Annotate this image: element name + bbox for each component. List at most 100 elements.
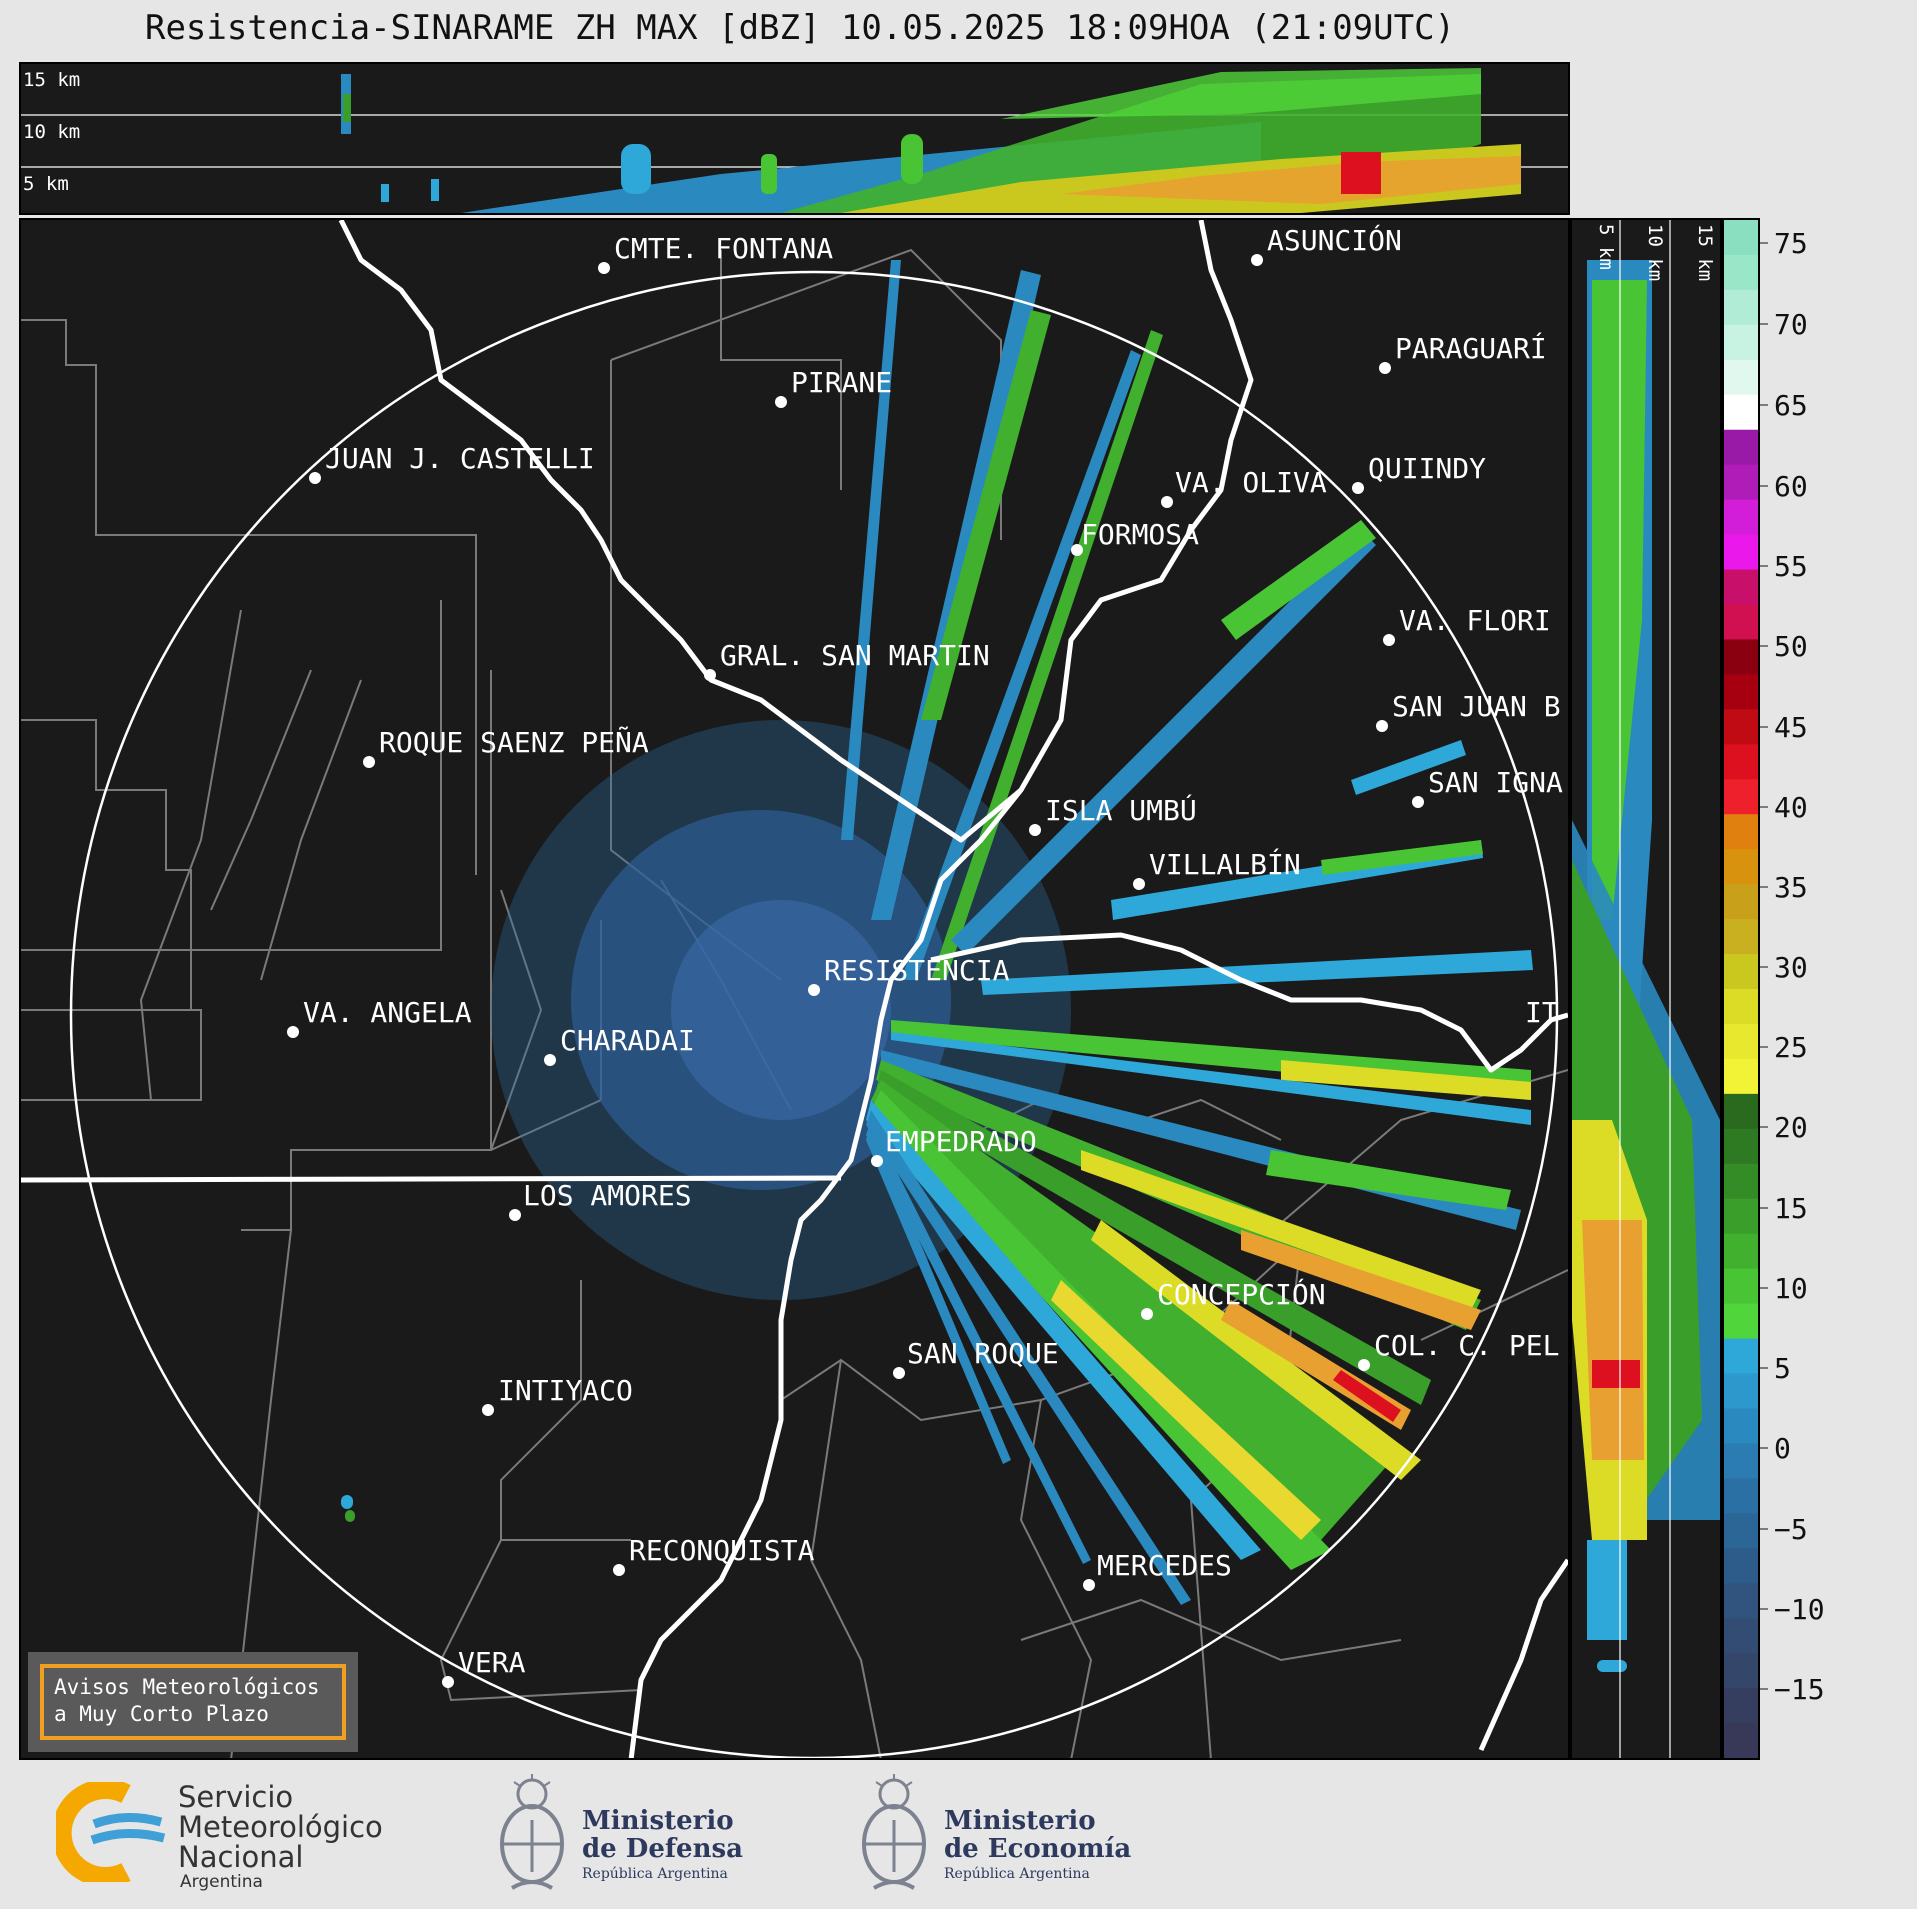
river-borders <box>21 220 1568 1758</box>
colorbar-swatch <box>1724 220 1758 256</box>
city-label: SAN JUAN B <box>1392 690 1561 723</box>
colorbar-swatch <box>1724 1583 1758 1619</box>
colorbar-ticks: 75 70 65 60 55 50 45 40 35 30 25 20 15 1… <box>1760 218 1870 1760</box>
colorbar-tick: 50 <box>1774 630 1808 663</box>
city-label: FORMOSA <box>1081 518 1199 551</box>
colorbar-tick: 10 <box>1774 1272 1808 1305</box>
city-label: ISLA UMBÚ <box>1045 793 1197 827</box>
colorbar-swatch <box>1724 289 1758 326</box>
city-marker <box>1133 878 1145 890</box>
city-label: RESISTENCIA <box>824 954 1010 987</box>
colorbar-tick: 35 <box>1774 871 1808 904</box>
ministerio-defensa-logo[interactable]: Ministerio de Defensa República Argentin… <box>494 1772 754 1902</box>
coat-of-arms-icon <box>500 1774 564 1890</box>
city-label: GRAL. SAN MARTIN <box>720 639 990 672</box>
colorbar-swatch <box>1724 1023 1758 1060</box>
smn-line-1: Servicio <box>178 1780 294 1814</box>
city-label: LOS AMORES <box>523 1179 692 1212</box>
side-echo-bands <box>1572 260 1720 1672</box>
city-label: PARAGUARÍ <box>1395 331 1547 365</box>
city-label: EMPEDRADO <box>885 1125 1037 1158</box>
colorbar-swatch <box>1724 499 1758 536</box>
city-label: CONCEPCIÓN <box>1157 1277 1326 1311</box>
alert-banner-frame: Avisos Meteorológicos a Muy Corto Plazo <box>40 1664 346 1740</box>
city-marker <box>704 669 716 681</box>
city-label: VERA <box>458 1646 526 1679</box>
city-marker <box>442 1676 454 1688</box>
alert-line-1: Avisos Meteorológicos <box>54 1675 320 1699</box>
colorbar-swatch <box>1724 1478 1758 1514</box>
city-marker <box>871 1155 883 1167</box>
side-height-label-10km: 10 km <box>1644 224 1666 281</box>
defensa-line-1: Ministerio <box>582 1806 734 1836</box>
colorbar-swatch <box>1724 744 1758 780</box>
city-marker <box>363 756 375 768</box>
city-marker <box>1352 482 1364 494</box>
city-marker <box>613 1564 625 1576</box>
colorbar-swatch <box>1724 989 1758 1025</box>
coat-of-arms-icon <box>862 1774 926 1890</box>
alert-line-2: a Muy Corto Plazo <box>54 1702 269 1726</box>
colorbar-tick: 65 <box>1774 389 1808 422</box>
colorbar-swatch <box>1724 1408 1758 1444</box>
city-marker <box>1161 496 1173 508</box>
city-label: ROQUE SAENZ PEÑA <box>379 725 649 759</box>
colorbar-swatch <box>1724 1513 1758 1549</box>
city-label: CMTE. FONTANA <box>614 232 833 265</box>
top-cross-section-panel: 15 km 10 km 5 km <box>19 62 1570 215</box>
city-label: SAN ROQUE <box>907 1337 1059 1370</box>
city-label: INTIYACO <box>498 1374 633 1407</box>
city-marker <box>808 984 820 996</box>
colorbar-swatch <box>1724 1338 1758 1375</box>
city-label: VA. FLORI <box>1399 604 1551 637</box>
colorbar-swatch <box>1724 429 1758 466</box>
smn-line-3: Nacional <box>178 1840 304 1874</box>
city-label: RECONQUISTA <box>629 1534 815 1567</box>
smn-logo[interactable]: Servicio Meteorológico Nacional Argentin… <box>51 1779 386 1892</box>
colorbar-swatch <box>1724 919 1758 955</box>
city-label: IT <box>1525 996 1559 1029</box>
height-label-15km: 15 km <box>23 69 80 91</box>
city-marker <box>775 396 787 408</box>
city-marker <box>482 1404 494 1416</box>
chart-title: Resistencia-SINARAME ZH MAX [dBZ] 10.05.… <box>144 8 1456 48</box>
economia-line-2: de Economía <box>944 1834 1132 1864</box>
city-label: PIRANE <box>791 366 892 399</box>
city-marker <box>544 1054 556 1066</box>
colorbar-swatch <box>1724 324 1758 361</box>
city-marker <box>1083 1579 1095 1591</box>
economia-line-1: Ministerio <box>944 1806 1096 1836</box>
colorbar-swatch <box>1724 254 1758 291</box>
colorbar-swatch <box>1724 639 1758 675</box>
colorbar-swatch <box>1724 1268 1758 1305</box>
height-label-5km: 5 km <box>23 173 69 195</box>
colorbar-swatch <box>1724 1373 1758 1410</box>
city-marker <box>509 1209 521 1221</box>
colorbar-tick: 25 <box>1774 1031 1808 1064</box>
city-label: CHARADAI <box>560 1024 695 1057</box>
radar-echoes <box>341 260 1533 1605</box>
colorbar-tick: 60 <box>1774 470 1808 503</box>
colorbar-swatch <box>1724 1618 1758 1654</box>
radar-map: CMTE. FONTANA ASUNCIÓN PIRANE PARAGUARÍ … <box>19 218 1570 1760</box>
colorbar-swatch <box>1724 814 1758 850</box>
colorbar-tick: 0 <box>1774 1432 1791 1465</box>
defensa-line-2: de Defensa <box>582 1834 743 1864</box>
colorbar-swatch <box>1724 569 1758 606</box>
colorbar-swatch <box>1724 604 1758 641</box>
city-marker <box>287 1026 299 1038</box>
ministerio-economia-logo[interactable]: Ministerio de Economía República Argenti… <box>856 1772 1146 1902</box>
city-label: COL. C. PEL <box>1374 1329 1559 1362</box>
side-cross-section-panel: 5 km 10 km 15 km <box>1570 218 1722 1760</box>
city-marker <box>1376 720 1388 732</box>
height-label-10km: 10 km <box>23 121 80 143</box>
colorbar-swatch <box>1724 849 1758 885</box>
colorbar-swatch <box>1724 1303 1758 1340</box>
colorbar-swatch <box>1724 1058 1758 1095</box>
city-marker <box>309 472 321 484</box>
colorbar-swatch <box>1724 1128 1758 1165</box>
colorbar-swatch <box>1724 1198 1758 1235</box>
alert-banner[interactable]: Avisos Meteorológicos a Muy Corto Plazo <box>28 1652 358 1752</box>
side-height-label-15km: 15 km <box>1694 224 1716 281</box>
defensa-line-3: República Argentina <box>582 1866 728 1882</box>
